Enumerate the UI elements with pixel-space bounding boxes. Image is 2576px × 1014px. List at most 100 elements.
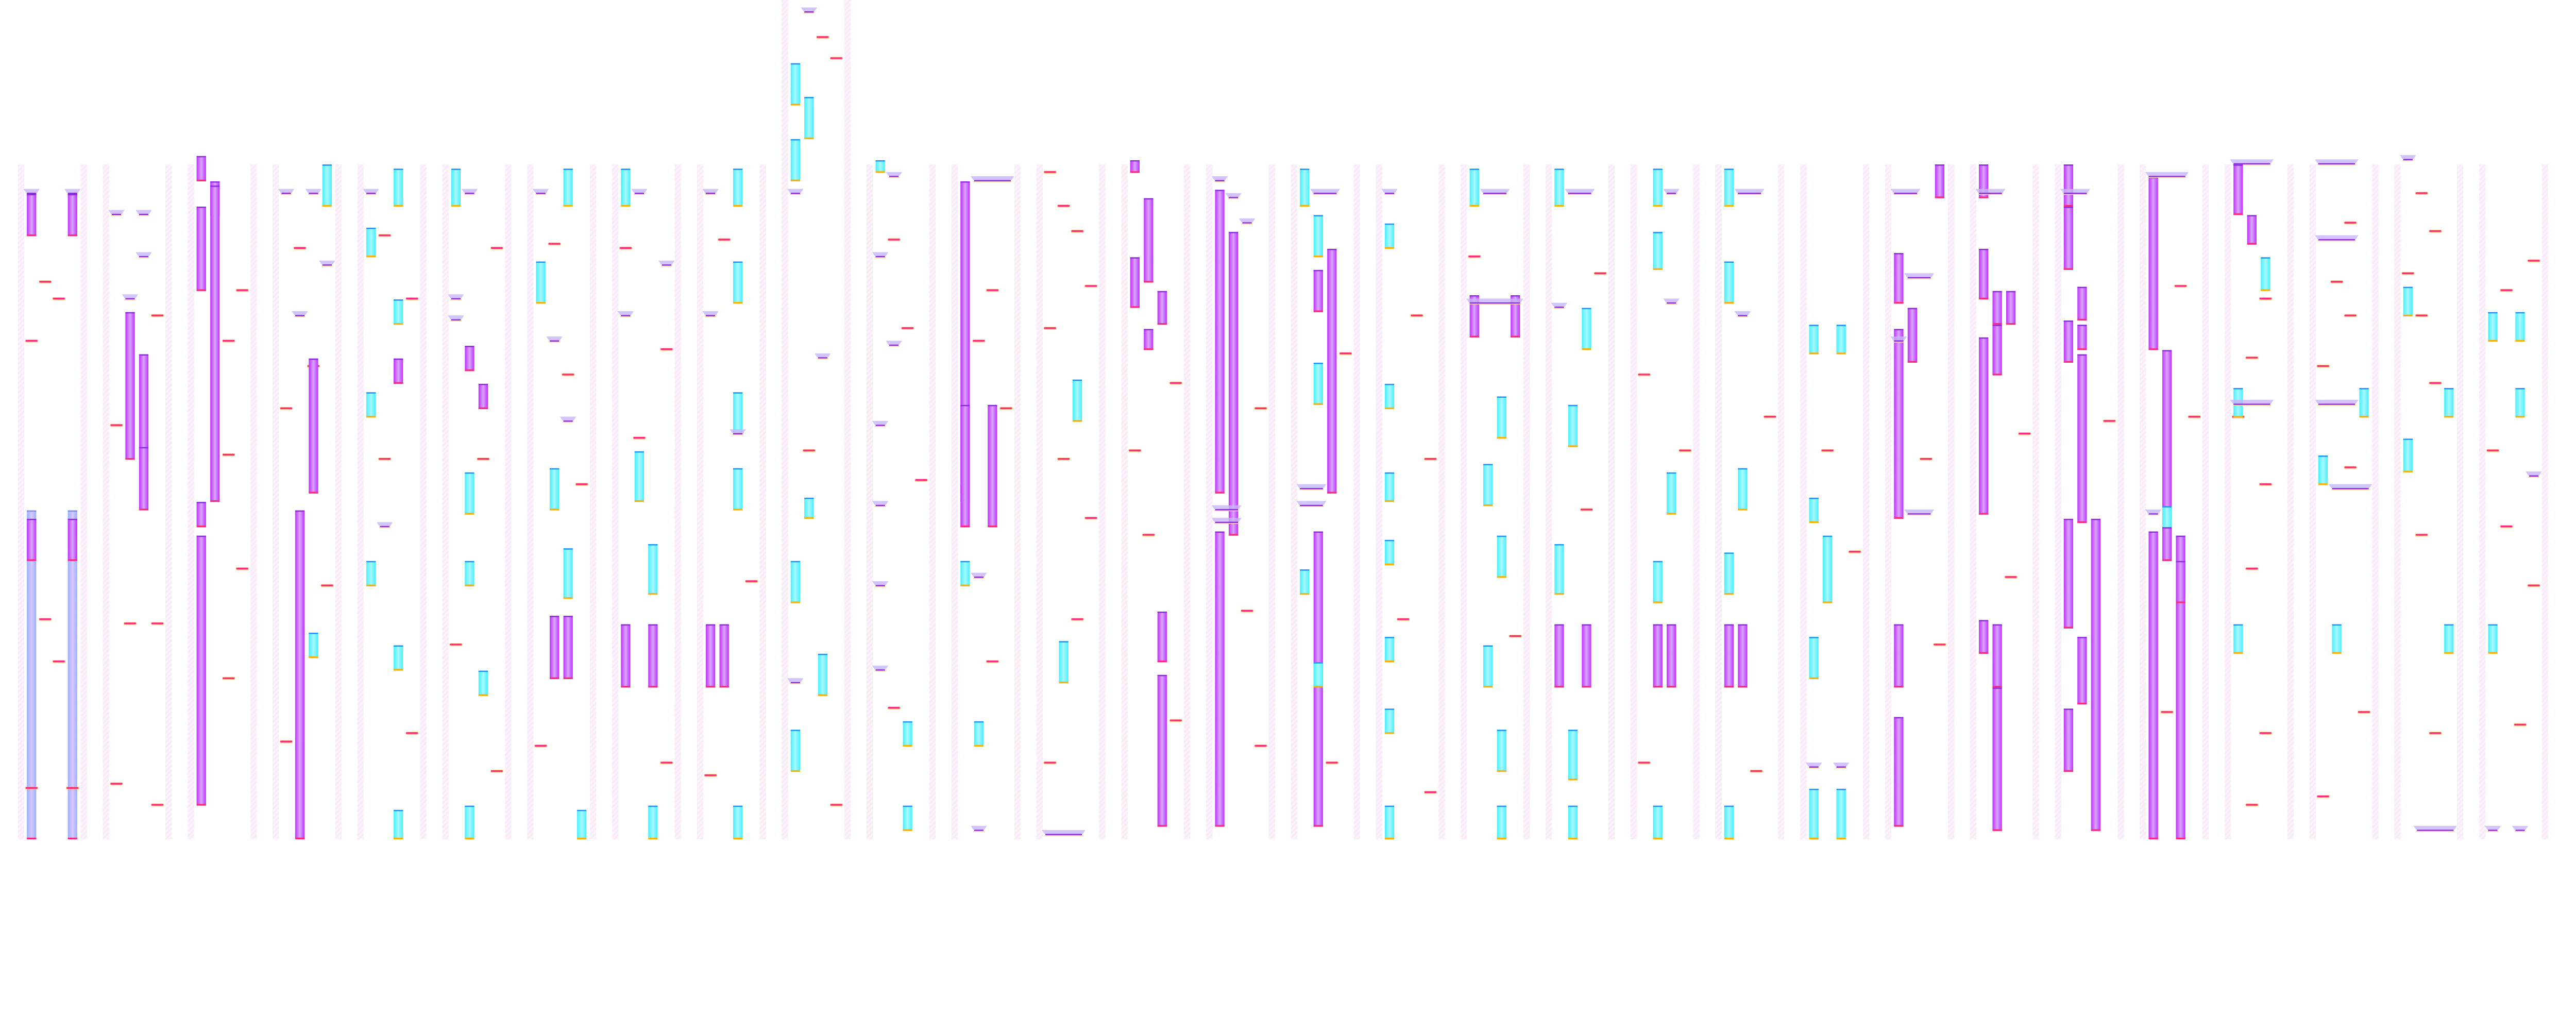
slide-note-start: [1327, 492, 1337, 494]
chart-column: [2309, 159, 2379, 840]
slide-note-start: [621, 686, 631, 688]
air-note: [2148, 513, 2158, 515]
hold-note-start: [2515, 340, 2525, 342]
slide-note-body: [1130, 257, 1140, 308]
slide-note-body: [2063, 518, 2073, 629]
slide-note-body: [478, 383, 488, 410]
tap-note: [151, 622, 164, 624]
air-note-glow: [790, 683, 801, 684]
hold-note-body: [1384, 383, 1395, 410]
slide-note-end: [2077, 637, 2087, 638]
slide-note-body: [1313, 269, 1323, 312]
hold-note-end: [1653, 232, 1663, 233]
hold-note-end: [1554, 544, 1564, 546]
hold-note-start: [1568, 837, 1578, 840]
slide-note-end: [1313, 531, 1323, 533]
tap-note: [2019, 432, 2031, 435]
hold-note-start: [2403, 314, 2413, 316]
slide-note-end: [2162, 350, 2172, 351]
hold-note-end: [733, 261, 743, 263]
slide-note-body: [1215, 190, 1225, 494]
slide-note-body: [1144, 329, 1154, 350]
air-note-glow: [308, 194, 319, 195]
air-note-arrow: [319, 260, 335, 265]
hold-note-body: [1724, 168, 1734, 207]
hold-note-start: [2233, 416, 2243, 418]
slide-note-end: [125, 312, 135, 314]
air-note: [1907, 277, 1931, 279]
slide-note-end: [1144, 329, 1154, 330]
hold-note-body: [366, 228, 376, 258]
air-note-arrow: [702, 311, 719, 315]
air-note-glow: [2063, 194, 2088, 195]
air-note-arrow: [1480, 189, 1510, 193]
air-note-arrow: [448, 315, 464, 319]
slide-note-start: [67, 234, 77, 236]
hold-note-start: [1836, 837, 1846, 840]
slide-note-end: [2063, 518, 2073, 520]
hold-note-end: [1313, 362, 1323, 364]
slide-note-start: [648, 686, 658, 688]
hold-note-start: [1300, 205, 1310, 207]
slide-note-end: [1228, 232, 1239, 233]
hold-note-body: [1059, 641, 1069, 684]
slide-note-end: [394, 358, 403, 360]
slide-note-body: [2006, 291, 2016, 325]
slide-note-body: [1979, 337, 1989, 515]
hold-note-end: [1384, 637, 1395, 638]
tap-note: [2330, 281, 2343, 283]
air-note-glow: [124, 299, 136, 300]
slide-note-end: [196, 207, 206, 208]
slide-note-body: [1144, 198, 1154, 283]
tap-note: [633, 437, 646, 439]
slide-note-end: [2148, 531, 2158, 533]
tap-note: [986, 289, 998, 291]
air-note-glow: [138, 215, 149, 216]
tap-note: [1241, 610, 1253, 612]
hold-note-start: [563, 597, 573, 599]
hold-note-end: [2261, 257, 2270, 259]
air-note-arrow: [1211, 505, 1242, 510]
hold-note-body: [1469, 168, 1479, 207]
chart-column: [1630, 164, 1700, 840]
hold-note-body: [563, 548, 573, 599]
hold-note-body: [2488, 624, 2498, 654]
air-note-glow: [1214, 510, 1239, 512]
hold-note-start: [1384, 837, 1395, 840]
air-note-glow: [1907, 514, 1932, 516]
tap-note: [321, 584, 333, 586]
hold-note-body: [1497, 805, 1506, 840]
hold-note-start: [1653, 837, 1663, 840]
air-note-glow: [1214, 181, 1226, 182]
slide-note-end: [1327, 248, 1337, 250]
hold-note-start: [2233, 652, 2243, 654]
air-note-arrow: [278, 189, 295, 193]
hold-note-body: [1653, 561, 1663, 603]
slide-note-start: [1992, 829, 2002, 831]
slide-note-body: [125, 312, 135, 460]
hold-note-body: [2261, 257, 2270, 291]
slide-note-start: [2063, 627, 2073, 629]
hold-note-end: [1724, 168, 1734, 170]
hold-note-start: [903, 829, 912, 831]
slide-note-start: [1144, 281, 1154, 283]
tap-note: [2246, 357, 2258, 359]
air-note: [875, 425, 885, 426]
slide-note-end: [960, 181, 970, 183]
air-note-glow: [2147, 177, 2187, 178]
air-note: [1738, 193, 1761, 194]
slide-note-start: [139, 509, 149, 511]
air-note-glow: [874, 586, 886, 587]
hold-note-end: [1497, 535, 1506, 537]
column-frame-right: [759, 164, 766, 840]
air-note: [706, 315, 716, 316]
slide-note-start: [1469, 335, 1479, 337]
air-note: [875, 256, 885, 258]
hold-note-end: [2162, 506, 2172, 508]
air-note-glow: [1482, 194, 1507, 195]
slide-note-end: [2077, 325, 2087, 326]
slide-note-end: [1894, 624, 1904, 626]
tap-note: [110, 783, 123, 785]
hold-note-body: [1582, 308, 1591, 350]
hold-note-start: [1724, 837, 1734, 840]
